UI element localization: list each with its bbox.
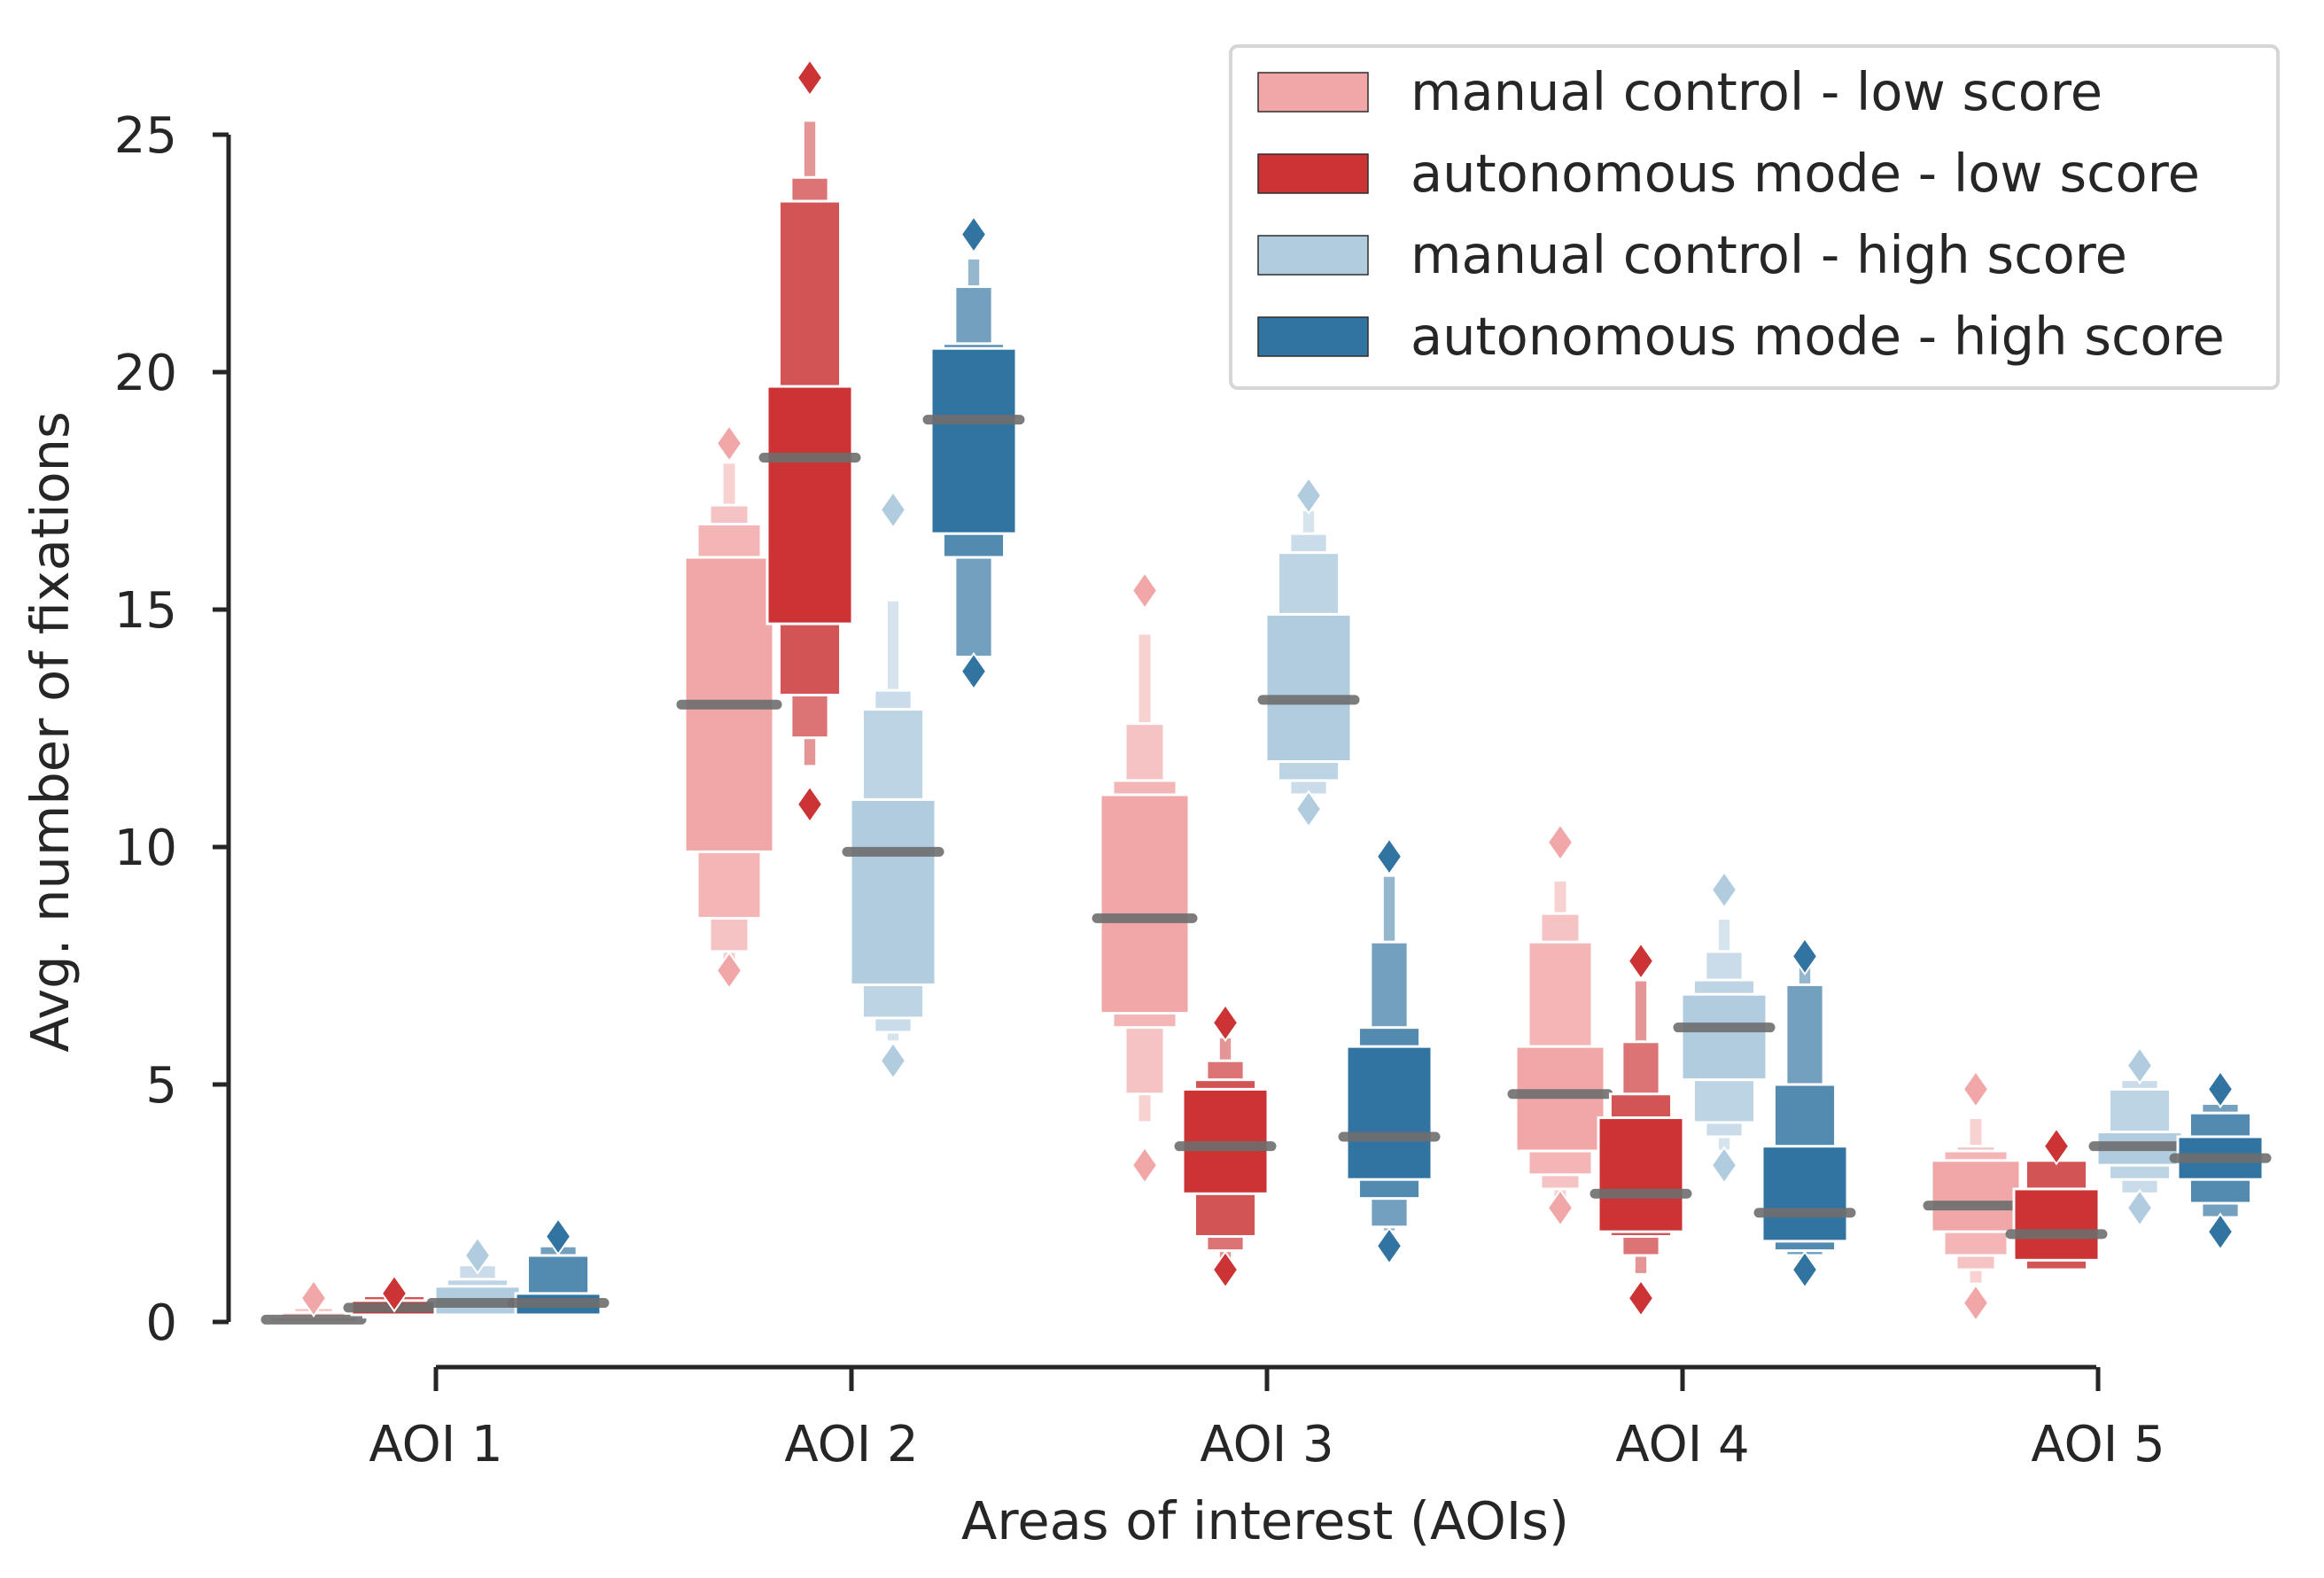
- boxen: [260, 1279, 367, 1325]
- series-2: [426, 476, 2191, 1321]
- outlier-point: [960, 214, 988, 254]
- legend-label: autonomous mode - low score: [1411, 143, 2200, 204]
- outlier-point: [1211, 1003, 1240, 1043]
- y-tick-label: 15: [114, 582, 177, 640]
- boxen-level: [1597, 1116, 1685, 1233]
- boxen: [758, 58, 861, 824]
- outlier-point: [796, 785, 824, 824]
- outlier-point: [1131, 1146, 1159, 1185]
- legend-swatch: [1257, 235, 1369, 276]
- boxen: [1923, 1069, 2029, 1323]
- boxen: [1507, 822, 1613, 1228]
- boxen: [2005, 1126, 2108, 1271]
- y-axis: 0 5 10 15 20 25: [114, 107, 231, 1352]
- boxen-level: [1930, 1159, 2022, 1233]
- boxen: [1092, 571, 1198, 1185]
- outlier-point: [715, 951, 743, 991]
- boxen: [676, 424, 782, 991]
- outlier-point: [1710, 1146, 1738, 1185]
- boxen: [507, 1217, 610, 1321]
- legend-label: autonomous mode - high score: [1411, 306, 2225, 367]
- x-tick-label: AOI 4: [1615, 1416, 1749, 1473]
- boxen-level: [1099, 793, 1191, 1015]
- series-0: [260, 424, 2029, 1325]
- boxen: [2088, 1046, 2191, 1228]
- outlier-point: [879, 1041, 907, 1080]
- legend-swatch: [1257, 316, 1369, 357]
- outlier-point: [1294, 789, 1323, 828]
- boxen: [1338, 836, 1441, 1265]
- boxen-level: [1680, 992, 1768, 1082]
- outlier-point: [1962, 1069, 1990, 1109]
- outlier-point: [2042, 1126, 2071, 1166]
- boxen: [2169, 1069, 2272, 1251]
- outlier-point: [2126, 1188, 2154, 1228]
- outlier-point: [1375, 1226, 1403, 1265]
- legend: manual control - low score autonomous mod…: [1229, 44, 2280, 390]
- boxes-layer: [260, 58, 2272, 1325]
- y-tick-label: 0: [145, 1294, 177, 1352]
- boxen: [1257, 476, 1360, 828]
- y-tick-label: 25: [114, 107, 177, 165]
- y-tick-label: 20: [114, 345, 177, 402]
- outlier-point: [1546, 822, 1574, 862]
- boxen-level: [766, 385, 854, 626]
- x-axis-label: Areas of interest (AOIs): [961, 1490, 1569, 1551]
- series-3: [507, 214, 2272, 1321]
- x-tick-label: AOI 3: [1200, 1416, 1333, 1473]
- boxen-level: [1264, 612, 1353, 764]
- boxen: [1673, 870, 1776, 1185]
- legend-swatch: [1257, 153, 1369, 194]
- outlier-point: [380, 1274, 408, 1313]
- boxen: [1753, 937, 1856, 1289]
- outlier-point: [796, 58, 824, 97]
- outlier-point: [1375, 836, 1403, 876]
- boxen: [343, 1274, 446, 1319]
- outlier-point: [1791, 1250, 1819, 1289]
- outlier-point: [879, 490, 907, 530]
- boxen-level: [849, 797, 937, 986]
- legend-swatch: [1257, 72, 1369, 113]
- outlier-point: [299, 1279, 328, 1318]
- outlier-point: [1627, 941, 1655, 981]
- x-tick-label: AOI 5: [2031, 1416, 2165, 1473]
- legend-frame: [1229, 44, 2280, 390]
- y-tick-label: 5: [145, 1057, 177, 1115]
- outlier-point: [1211, 1250, 1240, 1289]
- outlier-point: [1131, 571, 1159, 610]
- y-axis-label: Avg. number of fixations: [19, 411, 81, 1052]
- x-axis: AOI 1 AOI 2 AOI 3 AOI 4 AOI 5: [369, 1364, 2165, 1473]
- outlier-point: [463, 1236, 492, 1275]
- y-tick-label: 10: [114, 820, 177, 877]
- boxen-level: [929, 346, 1018, 535]
- x-tick-label: AOI 1: [369, 1416, 502, 1473]
- boxen: [1174, 1003, 1277, 1289]
- outlier-point: [1791, 937, 1819, 976]
- outlier-point: [1546, 1188, 1574, 1228]
- outlier-point: [960, 651, 988, 691]
- outlier-point: [1962, 1283, 1990, 1323]
- outlier-point: [2206, 1212, 2235, 1251]
- boxen-level: [1345, 1045, 1434, 1181]
- series-1: [343, 58, 2108, 1319]
- boxen: [1589, 941, 1692, 1318]
- x-tick-label: AOI 2: [784, 1416, 918, 1473]
- outlier-point: [1710, 870, 1738, 909]
- outlier-point: [715, 424, 743, 463]
- boxen: [842, 490, 944, 1080]
- outlier-point: [2126, 1046, 2154, 1085]
- outlier-point: [2206, 1069, 2235, 1109]
- outlier-point: [1627, 1279, 1655, 1318]
- boxen: [922, 214, 1025, 691]
- outlier-point: [544, 1217, 572, 1256]
- legend-label: manual control - high score: [1411, 224, 2127, 285]
- outlier-point: [1294, 476, 1323, 516]
- boxen: [426, 1236, 529, 1321]
- legend-label: manual control - low score: [1411, 61, 2102, 122]
- boxen-level: [1760, 1145, 1849, 1243]
- boxen-level: [2012, 1187, 2101, 1262]
